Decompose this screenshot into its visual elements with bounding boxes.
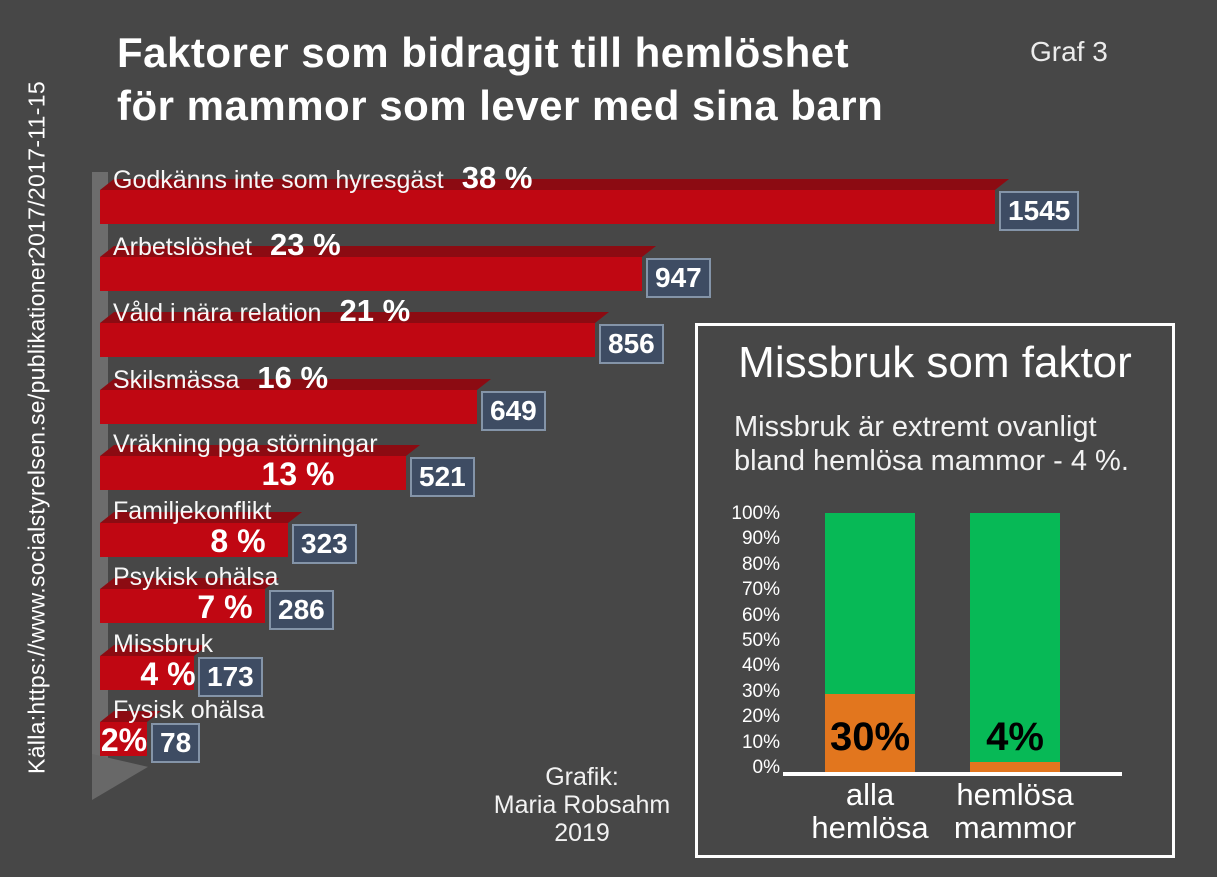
value-badge: 1545	[999, 191, 1080, 231]
x-category-line: alla	[845, 777, 895, 812]
bar-top-face	[100, 445, 420, 456]
percent-label: 38 %	[461, 160, 533, 195]
bar-top-face	[100, 312, 609, 323]
x-axis-line	[783, 772, 1122, 776]
percent-label: 13 %	[261, 456, 335, 492]
bar-row-label: Vräkning pga störningar	[113, 431, 378, 457]
percent-label: 7 %	[197, 589, 253, 625]
x-category-line: mammor	[953, 810, 1077, 845]
bar	[100, 722, 147, 756]
value-badge: 78	[151, 723, 201, 763]
bar-row-label: Arbetslöshet 23 %	[113, 227, 341, 262]
y-tick-label: 40%	[741, 655, 780, 677]
main-title-line2: för mammor som lever med sina barn	[117, 82, 884, 129]
segment-percent-label: 30%	[829, 715, 911, 759]
y-tick-label: 60%	[741, 604, 780, 626]
credit-line1: Grafik:	[545, 763, 619, 791]
inset-panel: Missbruk som faktor Missbruk är extremt …	[695, 323, 1175, 858]
x-category-line: hemlösa	[956, 777, 1074, 812]
value-badge: 856	[599, 324, 664, 364]
y-tick-label: 80%	[741, 553, 780, 575]
bar	[100, 190, 995, 224]
bar-top-face	[100, 379, 491, 390]
bar-top-face	[100, 578, 279, 589]
credit-block: Grafik: Maria Robsahm 2019	[462, 763, 702, 847]
percent-label: 21 %	[339, 293, 411, 328]
bar-segment-orange	[825, 694, 915, 772]
bar-row-label: Godkänns inte som hyresgäst 38 %	[113, 160, 533, 195]
y-tick-label: 0%	[752, 757, 780, 778]
bar	[100, 523, 288, 557]
percent-label: 4 %	[140, 656, 196, 692]
credit-line3: 2019	[554, 819, 610, 847]
inset-title: Missbruk som faktor	[738, 338, 1132, 387]
bar-segment-green	[825, 513, 915, 694]
bar-segment-orange	[970, 762, 1060, 772]
x-category-label: hemlösa mammor	[940, 778, 1090, 844]
graf-number-label: Graf 3	[1030, 36, 1108, 67]
bar-segment-green	[970, 513, 1060, 762]
x-category-label: alla hemlösa	[795, 778, 945, 844]
bar	[100, 257, 642, 291]
y-tick-label: 20%	[741, 706, 780, 728]
category-label: Vräkning pga störningar	[113, 430, 378, 458]
bar-top-face	[100, 645, 208, 656]
percent-label: 16 %	[257, 360, 329, 395]
bar	[100, 456, 406, 490]
value-badge: 173	[198, 657, 263, 697]
bar-row-label: Fysisk ohälsa	[113, 697, 264, 723]
y-tick-label: 10%	[741, 731, 780, 753]
category-label: Arbetslöshet	[113, 233, 252, 261]
bar	[100, 589, 265, 623]
y-tick-label: 50%	[741, 630, 780, 651]
bar	[100, 323, 595, 357]
bar-top-face	[100, 512, 302, 523]
category-label: Våld i nära relation	[113, 299, 322, 327]
category-label: Missbruk	[113, 630, 214, 658]
inset-subtitle: Missbruk är extremt ovanligt bland hemlö…	[734, 410, 1129, 478]
value-badge: 323	[292, 524, 357, 564]
bar-top-face	[100, 179, 1009, 190]
value-badge: 521	[410, 457, 475, 497]
credit-line2: Maria Robsahm	[493, 791, 671, 819]
main-title-line1: Faktorer som bidragit till hemlöshet	[117, 29, 850, 76]
bar	[100, 390, 477, 424]
category-label: Familjekonflikt	[113, 497, 272, 525]
value-badge: 649	[481, 391, 546, 431]
category-label: Skilsmässa	[113, 366, 240, 394]
y-tick-label: 90%	[741, 528, 780, 550]
main-title: Faktorer som bidragit till hemlöshet för…	[117, 26, 883, 132]
bar	[100, 656, 194, 690]
value-badge: 947	[646, 258, 711, 298]
category-label: Godkänns inte som hyresgäst	[113, 166, 444, 194]
bar-row-label: Skilsmässa 16 %	[113, 360, 329, 395]
source-vertical-text: Källa:https://www.socialstyrelsen.se/pub…	[23, 81, 50, 774]
inset-subtitle-line2: bland hemlösa mammor - 4 %.	[734, 445, 1129, 477]
category-label: Fysisk ohälsa	[113, 696, 265, 724]
value-badge: 286	[269, 590, 334, 630]
bar-row-label: Psykisk ohälsa	[113, 564, 278, 590]
bar-row-label: Missbruk	[113, 631, 213, 657]
category-label: Psykisk ohälsa	[113, 563, 279, 591]
y-tick-label: 100%	[731, 503, 780, 524]
y-tick-label: 70%	[741, 579, 780, 601]
percent-label: 8 %	[210, 523, 266, 559]
bar-row-label: Våld i nära relation 21 %	[113, 293, 411, 328]
percent-label: 23 %	[269, 227, 341, 262]
y-tick-label: 30%	[741, 680, 780, 702]
bar-top-face	[100, 246, 656, 257]
inset-subtitle-line1: Missbruk är extremt ovanligt	[734, 411, 1097, 443]
x-category-line: hemlösa	[811, 810, 929, 845]
bar-row-label: Familjekonflikt	[113, 498, 271, 524]
percent-label: 2%	[100, 722, 148, 758]
bar-top-face	[100, 711, 161, 722]
segment-percent-label: 4%	[986, 715, 1044, 759]
chart-floor-wedge	[92, 754, 148, 800]
